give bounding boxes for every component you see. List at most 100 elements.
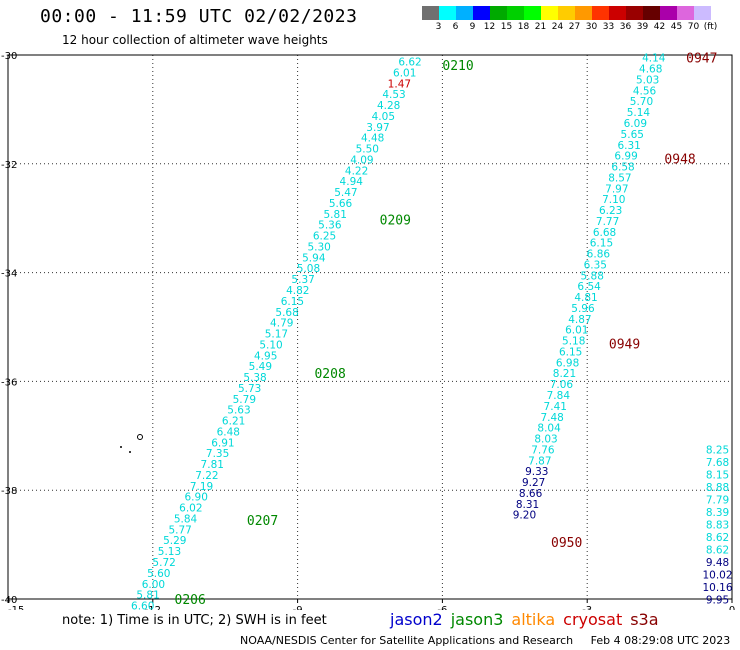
wave-height-value: 7.48 [540, 412, 563, 424]
wave-height-value: 7.76 [531, 444, 555, 456]
colorbar-label: 21 [534, 22, 547, 32]
colorbar-label: 45 [670, 22, 683, 32]
wave-height-value: 6.91 [211, 437, 234, 449]
colorbar-swatch [575, 6, 592, 20]
pass-time-label: 0208 [314, 367, 345, 382]
wave-height-value: 5.14 [627, 107, 651, 119]
colorbar-label: 9 [469, 22, 476, 32]
satellite-jason3: jason3 [450, 610, 504, 629]
x-tick-label: -12 [145, 605, 161, 610]
wave-height-value: 8.21 [553, 368, 576, 380]
wave-height-value: 5.30 [307, 241, 330, 253]
wave-height-value: 4.82 [286, 285, 309, 297]
wave-height-value: 5.84 [174, 513, 198, 525]
x-tick-label: -9 [293, 605, 303, 610]
wave-height-value: 3.97 [366, 122, 389, 134]
wave-height-value: 4.14 [642, 53, 666, 65]
pass-time-label: 0210 [442, 59, 473, 74]
wave-height-value: 4.56 [633, 85, 657, 97]
wave-height-value: 5.60 [147, 568, 170, 580]
wave-height-value: 5.68 [275, 307, 298, 319]
pass-time-label: 0207 [247, 514, 278, 529]
wave-height-value: 8.66 [519, 488, 543, 500]
y-tick-label: -36 [1, 377, 17, 388]
map-frame [7, 54, 733, 600]
wave-height-value: 5.03 [636, 74, 659, 86]
wave-height-value: 5.29 [163, 535, 186, 547]
wave-height-value: 6.54 [577, 281, 601, 293]
wave-height-map: -15-12-9-6-30-30-32-34-36-38-406.626.011… [1, 51, 735, 610]
satellite-legend: jason2 jason3 altika cryosat s3a [390, 610, 667, 629]
pass-time-label: 0950 [551, 536, 582, 551]
wave-height-value: 6.98 [556, 357, 579, 369]
wave-height-value: 8.04 [537, 423, 561, 435]
wave-height-value: 10.16 [702, 582, 732, 594]
wave-height-value: 5.66 [329, 198, 353, 210]
wave-height-value: 8.83 [706, 519, 729, 531]
wave-height-value: 4.53 [382, 89, 405, 101]
wave-height-value: 5.13 [158, 546, 181, 558]
wave-height-value: 1.47 [388, 78, 411, 90]
colorbar-label: 6 [452, 22, 459, 32]
wave-height-value: 5.37 [291, 274, 314, 286]
wave-height-value: 5.38 [243, 372, 266, 384]
wave-height-value: 8.88 [706, 482, 729, 494]
colorbar-label: 12 [483, 22, 496, 32]
wave-height-colorbar [422, 6, 728, 20]
colorbar-label: 30 [585, 22, 598, 32]
wave-height-value: 7.68 [706, 457, 729, 469]
wave-height-value: 4.28 [377, 100, 400, 112]
wave-height-value: 5.81 [136, 590, 159, 602]
wave-height-value: 5.10 [259, 339, 282, 351]
wave-height-value: 8.15 [706, 469, 729, 481]
wave-height-value: 4.09 [350, 154, 373, 166]
wave-height-value: 6.31 [617, 140, 640, 152]
wave-height-value: 6.09 [624, 118, 647, 130]
wave-height-value: 5.63 [227, 405, 250, 417]
wave-height-value: 5.77 [168, 524, 191, 536]
satellite-jason2: jason2 [390, 610, 443, 629]
wave-height-value: 4.81 [574, 292, 597, 304]
colorbar-swatch [558, 6, 575, 20]
colorbar-label: 70 [687, 22, 700, 32]
wave-height-value: 4.87 [568, 314, 591, 326]
wave-height-value: 7.22 [195, 470, 218, 482]
wave-height-value: 4.22 [345, 165, 368, 177]
colorbar-label: 18 [517, 22, 530, 32]
pass-time-label: 0947 [686, 52, 717, 67]
wave-height-value: 5.49 [249, 361, 272, 373]
wave-height-value: 5.72 [152, 557, 175, 569]
wave-height-value: 5.96 [571, 303, 595, 315]
wave-height-value: 8.57 [608, 172, 631, 184]
wave-height-value: 9.20 [513, 510, 536, 522]
wave-height-value: 9.33 [525, 466, 548, 478]
wave-height-value: 5.36 [318, 220, 342, 232]
wave-height-value: 7.84 [547, 390, 571, 402]
colorbar-swatch [643, 6, 660, 20]
colorbar-label: 27 [568, 22, 581, 32]
wave-height-value: 5.18 [562, 336, 585, 348]
wave-height-value: 6.99 [614, 151, 637, 163]
wave-height-value: 5.81 [324, 209, 347, 221]
wave-height-value: 4.05 [372, 111, 395, 123]
wave-height-value: 6.02 [179, 503, 202, 515]
island-marker [129, 451, 131, 453]
wave-height-value: 6.86 [587, 249, 611, 261]
wave-height-value: 7.35 [206, 448, 229, 460]
y-tick-label: -38 [1, 486, 17, 497]
y-tick-label: -30 [1, 51, 17, 62]
x-tick-label: -3 [582, 605, 592, 610]
colorbar-swatch [524, 6, 541, 20]
wave-height-value: 6.00 [142, 579, 165, 591]
wave-height-value: 6.01 [565, 325, 588, 337]
wave-height-value: 4.95 [254, 350, 277, 362]
colorbar-swatch [711, 6, 728, 20]
colorbar-swatch [490, 6, 507, 20]
satellite-s3a: s3a [630, 610, 659, 629]
y-tick-label: -34 [1, 269, 17, 280]
wave-height-value: 8.31 [516, 499, 539, 511]
colorbar-swatch [694, 6, 711, 20]
island-marker [120, 446, 122, 448]
y-tick-label: -32 [1, 160, 17, 171]
